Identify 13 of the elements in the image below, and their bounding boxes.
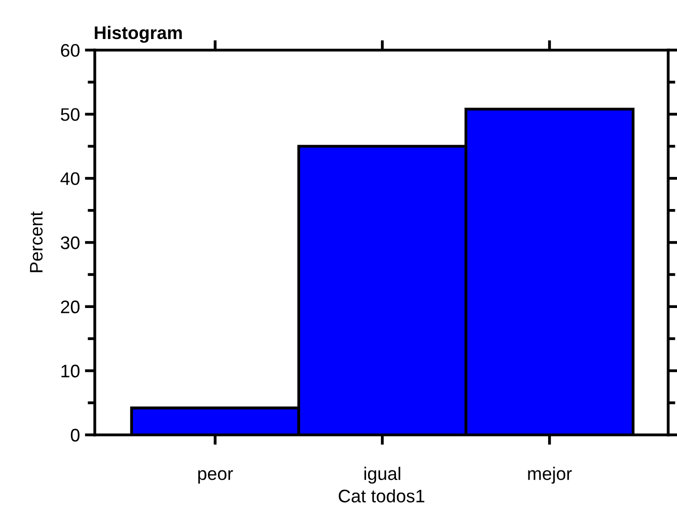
y-tick-label: 0 xyxy=(70,428,80,442)
x-axis-title: Cat todos1 xyxy=(338,489,424,502)
y-tick-label: 20 xyxy=(61,300,80,314)
x-tick-label: mejor xyxy=(528,466,572,484)
y-tick-label: 50 xyxy=(60,108,80,121)
y-tick-label: 10 xyxy=(61,364,80,378)
y-tick-label: 40 xyxy=(60,172,80,186)
y-tick-label: 60 xyxy=(61,44,80,57)
x-tick-label: peor xyxy=(198,470,233,484)
chart-title: Histogram xyxy=(94,26,182,43)
y-tick-label: 30 xyxy=(60,236,80,250)
y-axis-title: Percent xyxy=(30,211,43,272)
x-tick-label: igual xyxy=(364,466,400,484)
